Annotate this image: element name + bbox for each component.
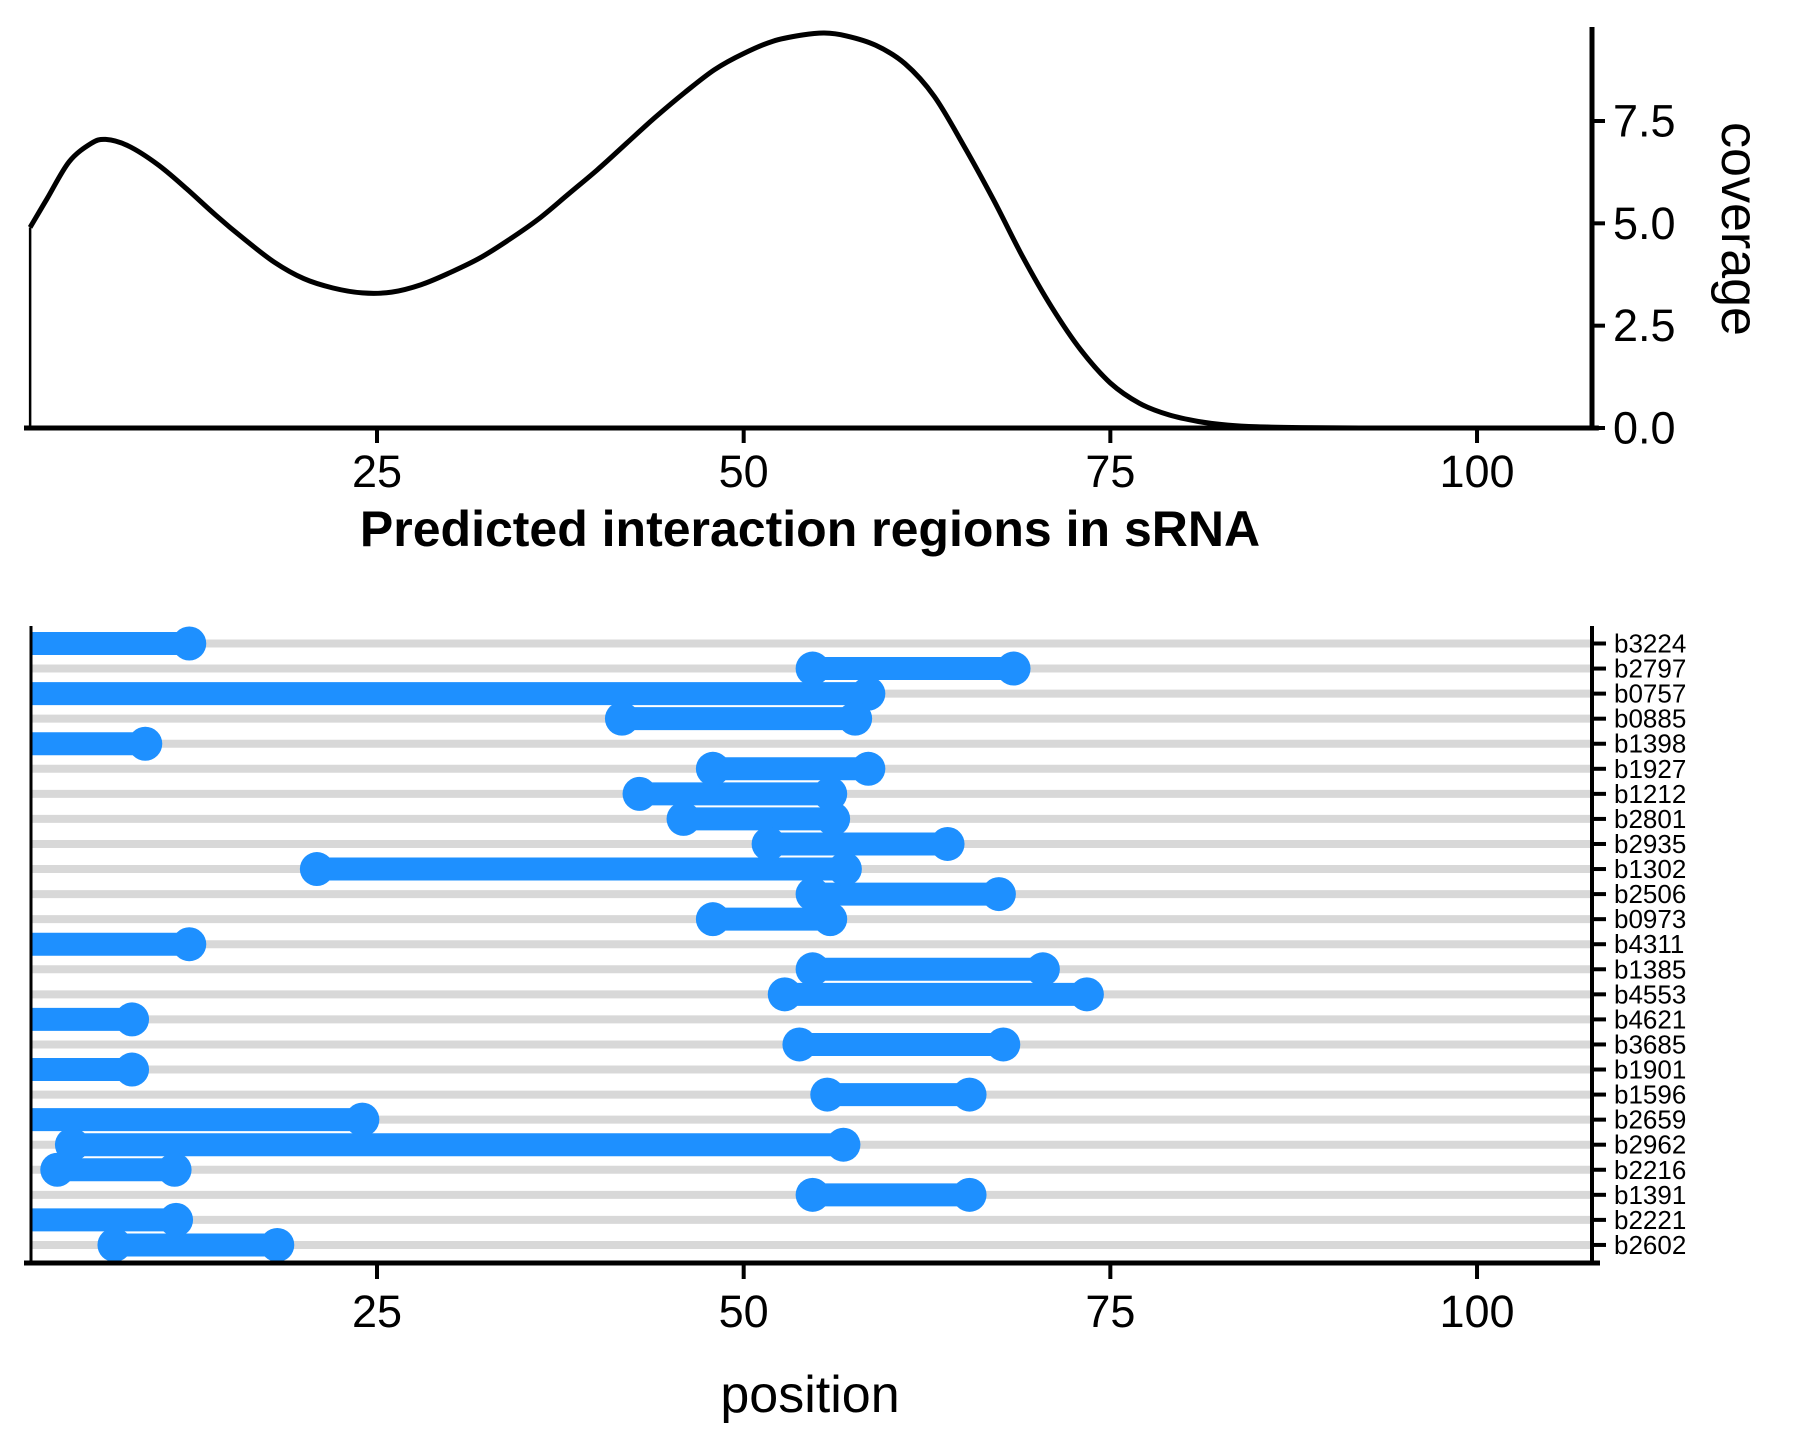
segment-start-dot bbox=[622, 776, 657, 811]
segment-end-dot bbox=[172, 626, 207, 661]
segment-end-dot bbox=[813, 776, 848, 811]
row-label: b1927 bbox=[1614, 754, 1686, 784]
segment-end-dot bbox=[952, 1077, 987, 1112]
segment-start-dot bbox=[795, 952, 830, 987]
segment-start-dot bbox=[767, 977, 802, 1012]
row-label: b4553 bbox=[1614, 979, 1686, 1009]
segment-end-dot bbox=[159, 1202, 194, 1237]
interaction-segments bbox=[31, 632, 1087, 1257]
row-label: b0757 bbox=[1614, 679, 1686, 709]
row-label: b2216 bbox=[1614, 1155, 1686, 1185]
segment-start-dot bbox=[604, 701, 639, 736]
segment-end-dot bbox=[827, 852, 862, 887]
coverage-density-curve bbox=[27, 30, 1599, 431]
segment-end-dot bbox=[345, 1102, 380, 1137]
top-y-tick-label: 2.5 bbox=[1613, 300, 1676, 351]
row-label: b1398 bbox=[1614, 729, 1686, 759]
top-x-tick-label: 25 bbox=[352, 446, 402, 497]
segment-end-dot bbox=[115, 1002, 150, 1037]
bottom-x-tick-label: 100 bbox=[1439, 1286, 1514, 1337]
row-label: b3224 bbox=[1614, 629, 1686, 659]
segment-end-dot bbox=[816, 801, 851, 836]
row-label: b0885 bbox=[1614, 704, 1686, 734]
top-y-tick-label: 7.5 bbox=[1613, 96, 1676, 147]
interaction-segment-endpoints bbox=[40, 626, 1104, 1262]
segment-start-dot bbox=[666, 801, 701, 836]
segment-start-dot bbox=[54, 1127, 89, 1162]
segment-start-dot bbox=[97, 1227, 132, 1262]
top-x-tick-label: 50 bbox=[719, 446, 769, 497]
segment-start-dot bbox=[795, 1177, 830, 1212]
tick-labels: 25 50 75 100 0.0 2.5 5.0 7.5 b3224b2797b0757b088… bbox=[352, 96, 1686, 1337]
segment-start-dot bbox=[810, 1077, 845, 1112]
segment-end-dot bbox=[851, 751, 886, 786]
bottom-x-tick-label: 50 bbox=[719, 1286, 769, 1337]
row-label: b1596 bbox=[1614, 1080, 1686, 1110]
segment-end-dot bbox=[115, 1052, 150, 1087]
segment-start-dot bbox=[695, 751, 730, 786]
row-label: b2935 bbox=[1614, 829, 1686, 859]
segment-end-dot bbox=[172, 927, 207, 962]
bottom-x-tick-label: 25 bbox=[352, 1286, 402, 1337]
row-label: b2962 bbox=[1614, 1130, 1686, 1160]
row-label: b0973 bbox=[1614, 904, 1686, 934]
row-label: b4621 bbox=[1614, 1004, 1686, 1034]
segment-end-dot bbox=[260, 1227, 295, 1262]
row-label: b1901 bbox=[1614, 1055, 1686, 1085]
segment-end-dot bbox=[157, 1152, 192, 1187]
segment-start-dot bbox=[795, 651, 830, 686]
segment-end-dot bbox=[996, 651, 1031, 686]
segment-end-dot bbox=[826, 1127, 861, 1162]
row-label: b2221 bbox=[1614, 1205, 1686, 1235]
axes-and-ticks bbox=[24, 27, 1606, 1279]
row-label: b2659 bbox=[1614, 1105, 1686, 1135]
segment-start-dot bbox=[782, 1027, 817, 1062]
segment-end-dot bbox=[851, 676, 886, 711]
row-label: b1302 bbox=[1614, 854, 1686, 884]
panel-title: Predicted interaction regions in sRNA bbox=[360, 501, 1260, 557]
segment-end-dot bbox=[128, 726, 163, 761]
row-label: b2801 bbox=[1614, 804, 1686, 834]
density-line bbox=[27, 30, 1599, 431]
segment-start-dot bbox=[795, 877, 830, 912]
segment-end-dot bbox=[838, 701, 873, 736]
y-axis-title-coverage: coverage bbox=[1710, 122, 1768, 336]
segment-end-dot bbox=[813, 902, 848, 937]
row-label: b2797 bbox=[1614, 654, 1686, 684]
top-y-tick-label: 0.0 bbox=[1613, 403, 1676, 454]
top-y-tick-label: 5.0 bbox=[1613, 198, 1676, 249]
row-label: b1212 bbox=[1614, 779, 1686, 809]
segment-start-dot bbox=[299, 852, 334, 887]
top-x-tick-label: 100 bbox=[1439, 446, 1514, 497]
segment-end-dot bbox=[952, 1177, 987, 1212]
x-axis-title-position: position bbox=[720, 1366, 899, 1424]
row-label: b2506 bbox=[1614, 879, 1686, 909]
segment-end-dot bbox=[986, 1027, 1021, 1062]
row-label: b3685 bbox=[1614, 1029, 1686, 1059]
row-label: b1391 bbox=[1614, 1180, 1686, 1210]
segment-end-dot bbox=[1069, 977, 1104, 1012]
top-x-tick-label: 75 bbox=[1085, 446, 1135, 497]
row-label: b2602 bbox=[1614, 1230, 1686, 1260]
segment-start-dot bbox=[695, 902, 730, 937]
bottom-x-tick-label: 75 bbox=[1085, 1286, 1135, 1337]
segment-end-dot bbox=[981, 877, 1016, 912]
row-label: b4311 bbox=[1614, 929, 1684, 959]
segment-end-dot bbox=[1025, 952, 1060, 987]
segment-start-dot bbox=[751, 826, 786, 861]
row-label: b1385 bbox=[1614, 954, 1686, 984]
segment-end-dot bbox=[930, 826, 965, 861]
segment-start-dot bbox=[40, 1152, 75, 1187]
